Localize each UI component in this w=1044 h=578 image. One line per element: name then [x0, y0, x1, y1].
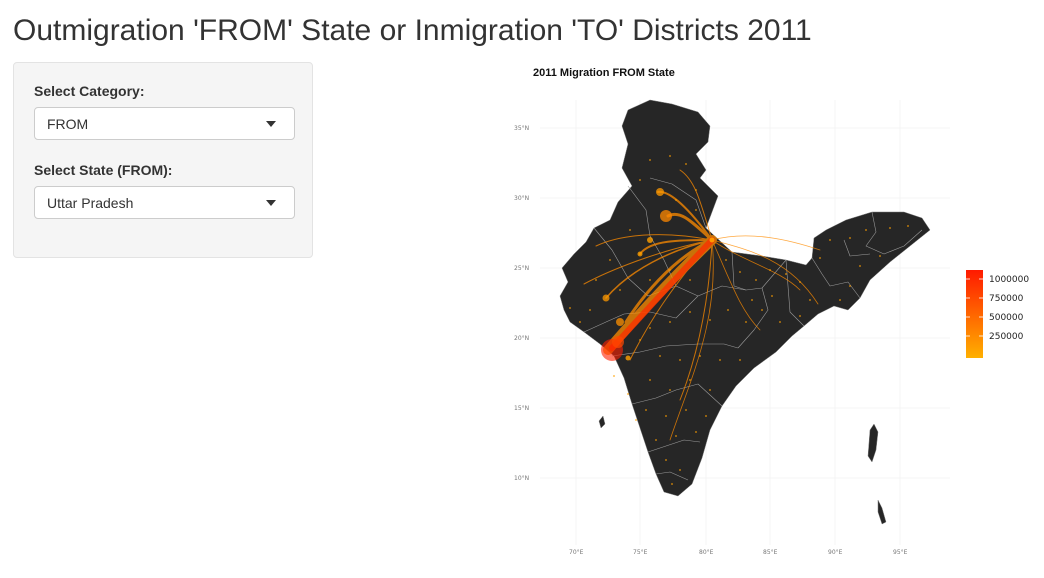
chevron-down-icon — [266, 121, 276, 127]
flow-line — [711, 239, 801, 291]
flow-line — [624, 238, 714, 324]
district-points — [569, 155, 909, 485]
legend-label: 250000 — [989, 332, 1024, 342]
lat-tick-label: 15°N — [514, 405, 529, 412]
lon-tick-label: 90°E — [828, 549, 843, 556]
legend-color-bar — [966, 270, 983, 358]
state-select[interactable]: Uttar Pradesh — [34, 186, 295, 219]
category-select-value: FROM — [47, 116, 89, 132]
legend-ticks — [966, 278, 983, 337]
lon-tick-label: 80°E — [699, 549, 714, 556]
lat-tick-label: 35°N — [514, 125, 529, 132]
destination-bubble — [612, 336, 624, 348]
flow-line — [679, 169, 713, 241]
lat-tick-label: 10°N — [514, 475, 529, 482]
destination-bubble — [625, 355, 631, 361]
flow-line — [639, 239, 713, 255]
flow-line — [711, 239, 761, 331]
legend-label: 750000 — [989, 294, 1024, 304]
destination-bubble — [647, 237, 653, 243]
flow-line — [669, 239, 714, 441]
legend-label: 500000 — [989, 313, 1024, 323]
lon-tick-label: 85°E — [763, 549, 778, 556]
flow-line — [679, 239, 713, 401]
migration-map-plot: 2011 Migration FROM State 35°N 30°N 2 — [500, 60, 1044, 570]
flow-line — [711, 239, 819, 305]
lat-tick-label: 30°N — [514, 195, 529, 202]
chevron-down-icon — [266, 200, 276, 206]
flow-line — [605, 239, 713, 299]
map-title: 2011 Migration FROM State — [533, 67, 675, 79]
destination-bubble — [656, 188, 664, 196]
destination-bubbles — [601, 188, 715, 361]
origin-point — [709, 237, 715, 243]
sidebar-panel: Select Category: FROM Select State (FROM… — [13, 62, 313, 258]
state-select-value: Uttar Pradesh — [47, 195, 134, 211]
state-label: Select State (FROM): — [34, 162, 173, 178]
destination-bubble — [637, 251, 643, 257]
lon-tick-label: 95°E — [893, 549, 908, 556]
lat-tick-label: 20°N — [514, 335, 529, 342]
category-select[interactable]: FROM — [34, 107, 295, 140]
map-svg: 35°N 30°N 25°N 20°N 15°N 10°N 70°E 75°E … — [514, 99, 1029, 556]
india-landmass — [559, 99, 931, 525]
destination-bubble — [660, 210, 672, 222]
lon-tick-label: 70°E — [569, 549, 584, 556]
destination-bubble — [602, 294, 610, 302]
legend-label: 1000000 — [989, 275, 1029, 285]
lat-tick-label: 25°N — [514, 265, 529, 272]
flow-line — [583, 239, 713, 285]
flow-line — [595, 234, 713, 247]
destination-bubble — [616, 318, 624, 326]
flow-line — [711, 235, 821, 251]
category-label: Select Category: — [34, 83, 145, 99]
app-title: Outmigration 'FROM' State or Inmigration… — [13, 14, 812, 47]
lon-tick-label: 75°E — [633, 549, 648, 556]
